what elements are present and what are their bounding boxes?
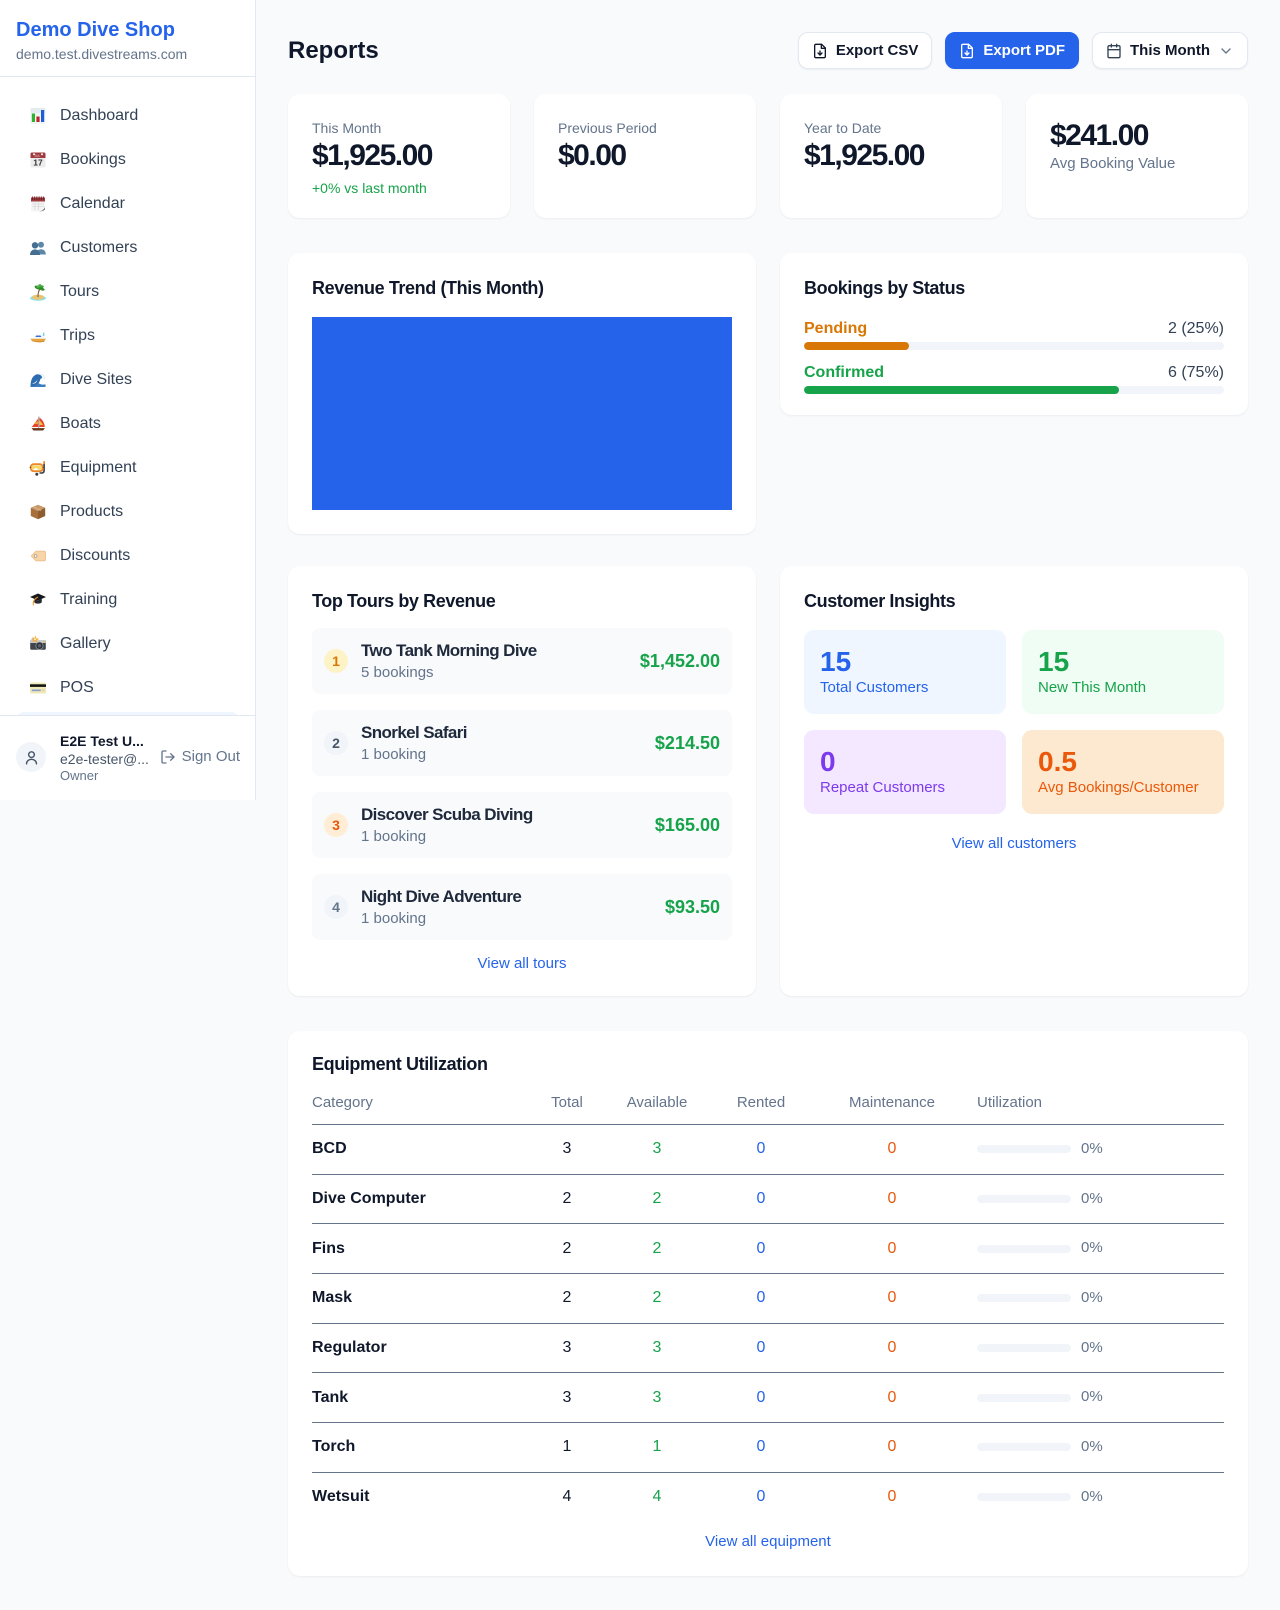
svg-text:17: 17 (33, 158, 43, 168)
svg-text:JUL: JUL (34, 154, 40, 158)
